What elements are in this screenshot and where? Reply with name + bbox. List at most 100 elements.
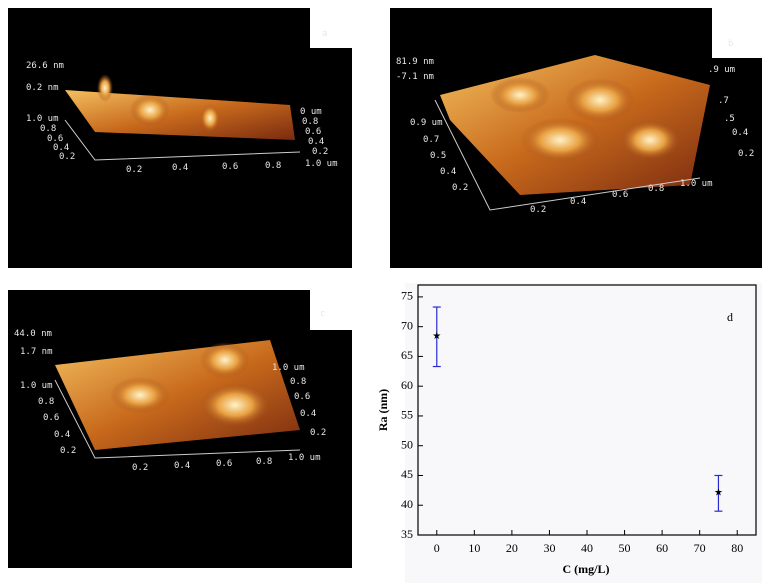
axis-label: 0.8 bbox=[302, 117, 318, 127]
letter-box bbox=[310, 8, 352, 48]
axis-label: 0.5 bbox=[430, 151, 446, 161]
panel-letter: a bbox=[322, 29, 327, 39]
surface-bump bbox=[620, 120, 680, 160]
surface-bump bbox=[97, 74, 113, 102]
x-tick-label: 60 bbox=[656, 541, 668, 555]
axis-label: 0.8 bbox=[648, 184, 664, 194]
chart-background bbox=[405, 283, 762, 583]
axis-label: 0.2 bbox=[60, 446, 76, 456]
axis-label: 0.2 bbox=[738, 149, 754, 159]
surface-bump bbox=[110, 377, 170, 413]
surface-bump bbox=[520, 118, 600, 162]
axis-label: 0.2 bbox=[452, 183, 468, 193]
x-tick-label: 20 bbox=[506, 541, 518, 555]
axis-label: 0.8 bbox=[38, 397, 54, 407]
axis-label: 1.0 um bbox=[680, 179, 713, 189]
y-tick-label: 50 bbox=[401, 437, 413, 451]
axis-label: 0.2 bbox=[126, 165, 142, 175]
axis-label: 44.0 nm bbox=[14, 329, 52, 339]
axis-label: 0.2 bbox=[310, 428, 326, 438]
y-tick-label: 55 bbox=[401, 408, 413, 422]
axis-label: 0.6 bbox=[612, 190, 628, 200]
axis-label: 1.0 um bbox=[288, 453, 321, 463]
surface-bump bbox=[490, 77, 550, 113]
axis-label: .7 bbox=[718, 96, 729, 106]
afm-panel-a: a 26.6 nm 0.2 nm 1.0 um 0.8 0.6 0.4 0.2 … bbox=[8, 8, 352, 268]
axis-label: .5 bbox=[724, 114, 735, 124]
axis-label: 1.0 um bbox=[20, 381, 53, 391]
axis-frame bbox=[54, 379, 301, 459]
x-tick-label: 70 bbox=[694, 541, 706, 555]
error-bar bbox=[714, 474, 723, 512]
axis-label: 0.4 bbox=[300, 409, 316, 419]
axis-frame bbox=[64, 119, 301, 161]
axis-label: 1.0 um bbox=[305, 159, 338, 169]
axis-label: 1.0 um bbox=[26, 114, 59, 124]
axis-label: 0.8 bbox=[290, 377, 306, 387]
axis-label: 0.6 bbox=[294, 392, 310, 402]
axis-label: 26.6 nm bbox=[26, 61, 64, 71]
data-point: ★ bbox=[432, 331, 441, 342]
x-axis-title: C (mg/L) bbox=[563, 562, 610, 576]
axis-label: 0.4 bbox=[54, 430, 70, 440]
y-tick-label: 65 bbox=[401, 348, 413, 362]
y-tick-label: 40 bbox=[401, 497, 413, 511]
x-tick-label: 10 bbox=[468, 541, 480, 555]
axis-label: 0.4 bbox=[732, 128, 748, 138]
axis-label: 0.2 nm bbox=[26, 83, 59, 93]
axis-label: 81.9 nm bbox=[396, 57, 434, 67]
axis-label: 0.6 bbox=[222, 162, 238, 172]
afm-panel-b: b 81.9 nm -7.1 nm 0.9 um 0.7 0.5 0.4 0.2… bbox=[390, 8, 762, 268]
axis-label: 0.8 bbox=[256, 457, 272, 467]
x-tick-label: 30 bbox=[543, 541, 555, 555]
axis-label: 0.2 bbox=[132, 463, 148, 473]
x-tick-label: 40 bbox=[581, 541, 593, 555]
x-tick-label: 80 bbox=[731, 541, 743, 555]
letter-box bbox=[712, 8, 762, 58]
y-axis-title: Ra (nm) bbox=[376, 389, 390, 431]
axis-label: 0.2 bbox=[312, 147, 328, 157]
data-point: ★ bbox=[714, 488, 723, 499]
axis-label: 1.7 nm bbox=[20, 347, 53, 357]
axis-label: 0.4 bbox=[440, 167, 456, 177]
surface-bump bbox=[130, 94, 170, 126]
axis-label: 0.6 bbox=[43, 413, 59, 423]
letter-box bbox=[310, 290, 352, 330]
axis-label: 0.8 bbox=[265, 161, 281, 171]
axis-label: 0.6 bbox=[47, 134, 63, 144]
panel-letter: b bbox=[728, 39, 733, 49]
surface bbox=[65, 90, 295, 140]
axis-frame bbox=[434, 99, 701, 211]
chart-panel-d: d C (mg/L) Ra (nm) 0 10 20 30 40 50 60 70 80 35 40… bbox=[376, 283, 762, 583]
axis-label: 0 um bbox=[300, 107, 322, 117]
surface-bump bbox=[200, 383, 270, 427]
axis-label: 0.2 bbox=[59, 152, 75, 162]
panel-letter: d bbox=[727, 310, 733, 324]
axis-label: 0.6 bbox=[305, 127, 321, 137]
axis-label: 1.0 um bbox=[272, 363, 305, 373]
surface-bump bbox=[200, 342, 250, 378]
axis-label: 0.4 bbox=[174, 461, 190, 471]
axis-label: 0.7 bbox=[423, 135, 439, 145]
axis-label: 0.4 bbox=[570, 197, 586, 207]
error-bar bbox=[432, 306, 441, 368]
surface-bump bbox=[565, 78, 635, 122]
y-tick-label: 75 bbox=[401, 289, 413, 303]
y-tick-label: 60 bbox=[401, 378, 413, 392]
afm-panel-c: c 44.0 nm 1.7 nm 1.0 um 0.8 0.6 0.4 0.2 … bbox=[8, 290, 352, 568]
x-tick-label: 50 bbox=[619, 541, 631, 555]
axis-label: 0.4 bbox=[172, 163, 188, 173]
y-tick-label: 45 bbox=[401, 467, 413, 481]
panel-letter: c bbox=[320, 309, 325, 319]
axis-label: 0.4 bbox=[53, 143, 69, 153]
axis-label: 0.2 bbox=[530, 205, 546, 215]
surface-bump bbox=[200, 104, 220, 132]
axis-label: 0.4 bbox=[308, 137, 324, 147]
x-tick-label: 0 bbox=[434, 541, 440, 555]
axis-label: 0.8 bbox=[40, 124, 56, 134]
axis-label: 0.6 bbox=[216, 459, 232, 469]
axis-label: 0.9 um bbox=[410, 118, 443, 128]
axis-label: -7.1 nm bbox=[396, 72, 434, 82]
axis-label: .9 um bbox=[708, 65, 735, 75]
